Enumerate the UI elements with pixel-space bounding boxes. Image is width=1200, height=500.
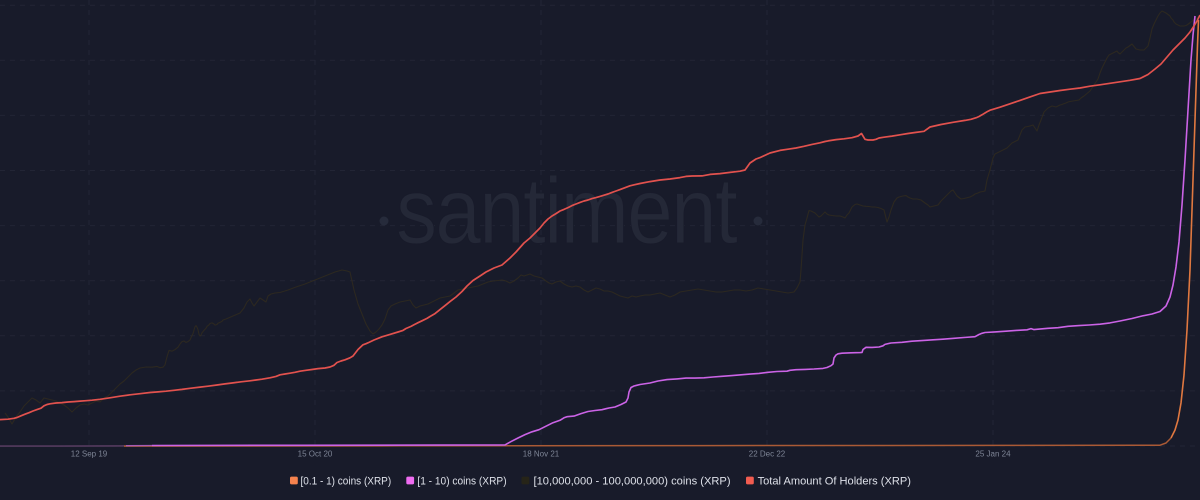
svg-text:[10,000,000 - 100,000,000) coi: [10,000,000 - 100,000,000) coins (XRP): [534, 476, 731, 488]
svg-text:12 Sep 19: 12 Sep 19: [71, 450, 108, 459]
svg-text:18 Nov 21: 18 Nov 21: [523, 450, 560, 459]
svg-text:22 Dec 22: 22 Dec 22: [749, 450, 786, 459]
svg-text:santiment: santiment: [396, 158, 738, 263]
svg-text:25 Jan 24: 25 Jan 24: [975, 450, 1011, 459]
svg-text:Total Amount Of Holders (XRP): Total Amount Of Holders (XRP): [758, 476, 911, 488]
svg-text:[0.1 - 1) coins (XRP): [0.1 - 1) coins (XRP): [301, 476, 392, 488]
svg-text:[1 - 10) coins (XRP): [1 - 10) coins (XRP): [417, 476, 506, 488]
svg-text:15 Oct 20: 15 Oct 20: [298, 450, 333, 459]
